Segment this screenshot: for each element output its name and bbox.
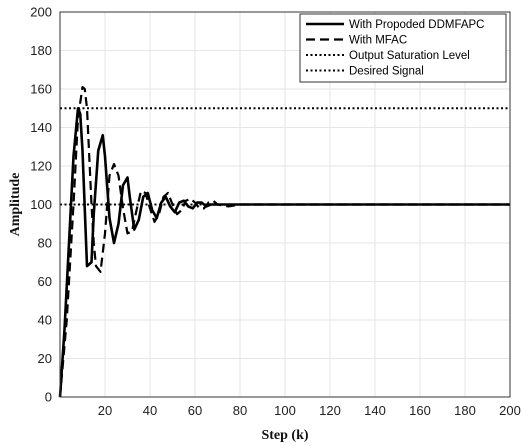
y-tick-label: 80: [38, 236, 52, 251]
x-tick-label: 160: [409, 403, 431, 418]
x-tick-label: 60: [188, 403, 202, 418]
y-tick-label: 100: [30, 197, 52, 212]
series-line-1: [58, 106, 510, 398]
plot-frame: [59, 11, 511, 398]
tick-labels: 20 40 60 80 100 120 140 160 180 200 0 20 40 60 80 100 12…: [30, 5, 521, 419]
y-tick-label: 60: [38, 274, 52, 289]
y-tick-label: 20: [38, 351, 52, 366]
y-tick-label: 0: [45, 390, 52, 405]
legend-label: Desired Signal: [349, 66, 424, 78]
series-line-2: [58, 85, 510, 398]
y-tick-label: 180: [30, 43, 52, 58]
x-tick-label: 140: [364, 403, 386, 418]
x-tick-label: 120: [319, 403, 341, 418]
y-tick-label: 140: [30, 120, 52, 135]
x-tick-label: 200: [499, 403, 521, 418]
x-tick-label: 180: [454, 403, 476, 418]
x-tick-label: 20: [98, 403, 112, 418]
x-tick-label: 80: [233, 403, 247, 418]
legend-label: Output Saturation Level: [349, 50, 470, 62]
legend-label: With MFAC: [349, 35, 407, 47]
legend: With Propoded DDMFAPC With MFAC Output Sat…: [299, 13, 507, 83]
y-axis-label: Amplitude: [8, 173, 23, 237]
y-tick-label: 200: [30, 5, 52, 20]
x-tick-label: 100: [274, 403, 296, 418]
legend-label: With Propoded DDMFAPC: [349, 19, 485, 31]
x-tick-label: 40: [143, 403, 157, 418]
y-tick-label: 120: [30, 159, 52, 174]
y-tick-label: 160: [30, 82, 52, 97]
series-layer: [58, 85, 510, 398]
x-axis-label: Step (k): [261, 428, 308, 443]
y-tick-label: 40: [38, 313, 52, 328]
